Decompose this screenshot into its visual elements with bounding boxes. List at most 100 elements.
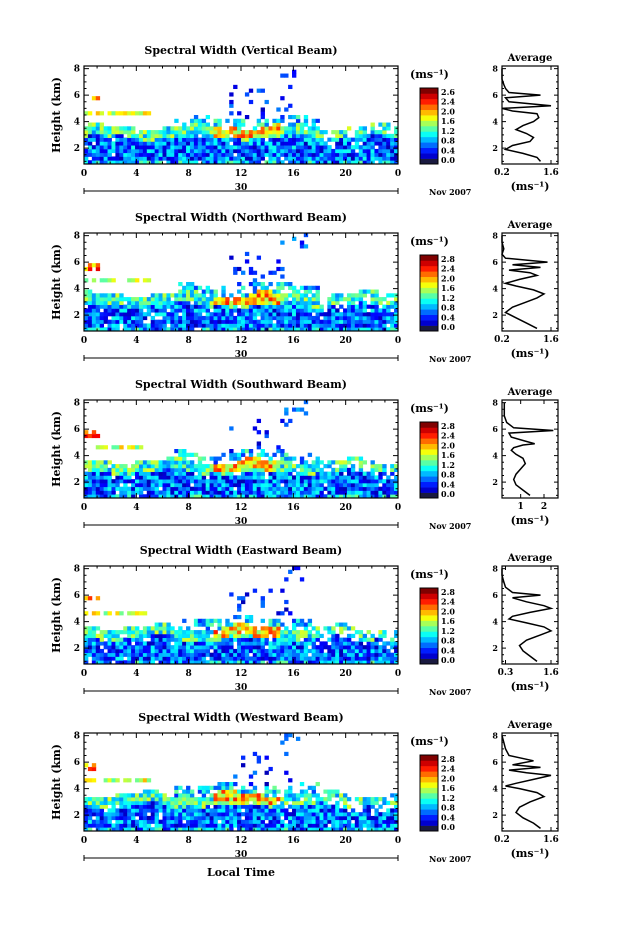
heatmap-cell (264, 289, 269, 294)
heatmap-cell (189, 804, 195, 809)
heatmap-cell (323, 486, 328, 491)
heatmap-cell (378, 630, 383, 635)
heatmap-cell (339, 471, 344, 476)
heatmap-cell (370, 652, 375, 657)
heatmap-cell (382, 464, 387, 469)
heatmap-cell (209, 297, 214, 302)
heatmap-cell (307, 785, 313, 790)
heatmap-cell (374, 308, 379, 313)
heatmap-cell (221, 490, 226, 495)
heatmap-cell (292, 293, 297, 298)
heatmap-cell (217, 482, 222, 488)
heatmap-cell (354, 652, 360, 657)
heatmap-cell (146, 800, 152, 806)
heatmap-cell (248, 460, 254, 465)
heatmap-cell (142, 148, 148, 154)
heatmap-cell (303, 797, 309, 802)
colorbar-band (420, 631, 438, 638)
heatmap-cell (127, 475, 132, 480)
heatmap-cell (142, 141, 148, 146)
heatmap-cell (394, 656, 399, 661)
heatmap-cell (244, 626, 250, 631)
heatmap-cell (303, 244, 309, 249)
heatmap-cell (319, 304, 324, 309)
heatmap-cell (123, 804, 128, 809)
heatmap-cell (119, 827, 124, 832)
heatmap-cell (229, 152, 234, 157)
heatmap-cell (150, 148, 156, 154)
heatmap-cell (386, 126, 391, 131)
heatmap-cell (268, 812, 273, 817)
heatmap-cell (382, 800, 387, 806)
heatmap-cell (95, 486, 101, 491)
heatmap-cell (292, 652, 297, 657)
heatmap-cell (166, 160, 171, 165)
heatmap-cell (394, 300, 399, 306)
heatmap-cell (280, 812, 285, 817)
heatmap-cell (178, 471, 183, 476)
heatmap-cell (280, 312, 285, 317)
heatmap-cell (307, 471, 313, 476)
date-center-label: 30 (235, 683, 248, 693)
heatmap-cell (107, 490, 112, 495)
heatmap-cell (299, 660, 305, 665)
heatmap-cell (343, 641, 348, 646)
heatmap-cell (390, 467, 395, 473)
colorbar-band (420, 147, 438, 154)
heatmap-cell (225, 297, 230, 302)
heatmap-cell (174, 308, 179, 313)
heatmap-cell (303, 641, 309, 646)
heatmap-cell (343, 152, 348, 157)
heatmap-cell (299, 456, 305, 461)
heatmap-cell (237, 648, 242, 654)
heatmap-cell (142, 327, 148, 332)
heatmap-cell (154, 645, 159, 650)
heatmap-cell (303, 115, 309, 120)
heatmap-cell (150, 656, 156, 661)
heatmap-cell (99, 312, 105, 317)
heatmap-cell (382, 152, 387, 157)
heatmap-cell (244, 592, 250, 597)
heatmap-cell (233, 804, 238, 809)
heatmap-cell (119, 111, 124, 116)
heatmap-cell (135, 323, 140, 328)
heatmap-cell (366, 327, 371, 332)
heatmap-cell (390, 656, 395, 661)
heatmap-cell (213, 648, 218, 654)
heatmap-cell (193, 652, 199, 657)
heatmap-cell (244, 449, 250, 454)
heatmap-cell (99, 278, 105, 283)
heatmap-cell (186, 637, 191, 642)
heatmap-cell (138, 486, 144, 491)
heatmap-cell (378, 308, 383, 313)
heatmap-cell (127, 308, 132, 313)
heatmap-cell (205, 160, 211, 165)
heatmap-cell (233, 319, 238, 324)
profile-line (501, 735, 552, 829)
heatmap-cell (146, 130, 152, 135)
heatmap-cell (123, 800, 128, 806)
heatmap-cell (256, 122, 262, 127)
heatmap-cell (354, 323, 360, 328)
heatmap-cell (299, 633, 305, 639)
heatmap-cell (303, 148, 309, 154)
heatmap-cell (272, 137, 277, 142)
heatmap-cell (138, 130, 144, 135)
heatmap-cell (107, 800, 112, 806)
y-axis-label: Height (km) (50, 577, 63, 653)
heatmap-cell (150, 141, 156, 146)
heatmap-cell (135, 471, 140, 476)
heatmap-cell (339, 637, 344, 642)
heatmap-cell (370, 637, 375, 642)
heatmap-cell (213, 456, 218, 461)
heatmap-cell (150, 460, 156, 465)
heatmap-cell (84, 327, 89, 332)
heatmap-cell (162, 323, 167, 328)
profile-y-tick-label: 4 (492, 117, 498, 127)
colorbar-band (420, 136, 438, 143)
heatmap-cell (95, 96, 101, 101)
heatmap-cell (295, 660, 301, 665)
heatmap-cell (162, 467, 167, 473)
heatmap-cell (350, 494, 356, 499)
